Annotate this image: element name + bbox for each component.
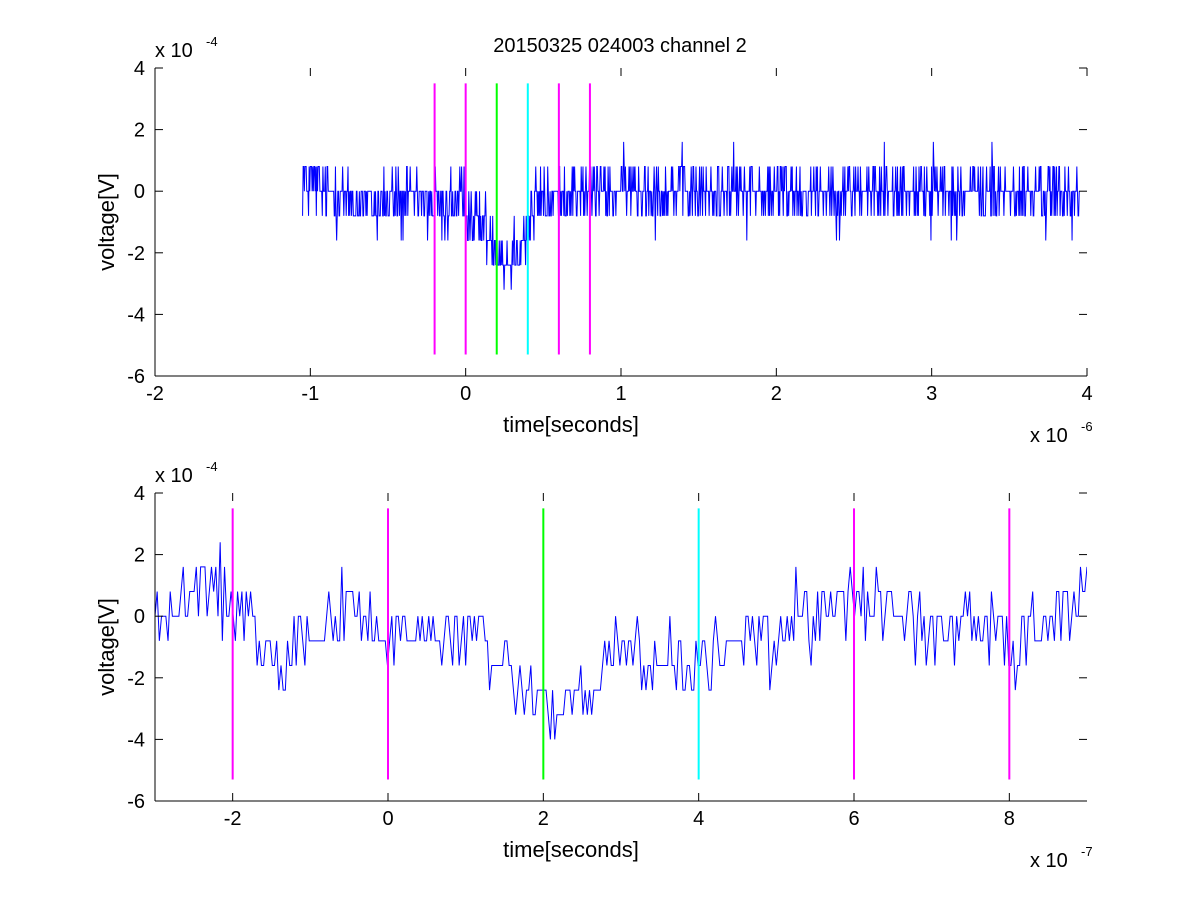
y-exponent-power: -4	[206, 459, 218, 474]
x-exponent-label: x 10	[1030, 850, 1068, 872]
x-exponent-power: -6	[1081, 419, 1093, 434]
y-tick-label: 4	[134, 58, 145, 80]
y-tick-label: 4	[134, 483, 145, 505]
y-tick-label: -2	[127, 243, 145, 265]
x-exponent-label: x 10	[1030, 425, 1068, 447]
y-tick-label: -4	[127, 304, 145, 326]
x-axis-label: time[seconds]	[503, 837, 639, 862]
bottom-plot: -2 0 2 4 6 8 -6 -4 -2 0 2 4 time[seconds] voltage[V] x…	[94, 459, 1093, 872]
x-tick-label: 0	[382, 808, 393, 830]
y-tick-label: 0	[134, 181, 145, 203]
y-tick-label: 2	[134, 545, 145, 567]
x-exponent-power: -7	[1081, 844, 1093, 859]
y-tick-label: 0	[134, 606, 145, 628]
x-tick-label: -2	[224, 808, 242, 830]
y-tick-label: -6	[127, 791, 145, 813]
x-tick-label: 3	[926, 383, 937, 405]
x-tick-label: 4	[1081, 383, 1092, 405]
top-plot: -2 -1 0 1 2 3 4 -6 -4 -2 0 2 4 time[seconds] voltage[V…	[94, 34, 1093, 447]
y-axis-label: voltage[V]	[94, 173, 119, 271]
x-tick-label: 2	[538, 808, 549, 830]
x-tick-label: 1	[615, 383, 626, 405]
x-tick-label: -1	[301, 383, 319, 405]
x-tick-label: 2	[771, 383, 782, 405]
y-exponent-power: -4	[206, 34, 218, 49]
y-tick-label: -6	[127, 366, 145, 388]
y-tick-label: 2	[134, 120, 145, 142]
y-exponent-label: x 10	[155, 40, 193, 62]
figure-title: 20150325 024003 channel 2	[493, 35, 747, 57]
x-tick-label: 4	[693, 808, 704, 830]
y-axis-label: voltage[V]	[94, 598, 119, 696]
x-tick-label: -2	[146, 383, 164, 405]
x-tick-label: 8	[1004, 808, 1015, 830]
y-exponent-label: x 10	[155, 465, 193, 487]
x-axis-label: time[seconds]	[503, 412, 639, 437]
signal-trace	[302, 141, 1080, 290]
y-tick-label: -2	[127, 668, 145, 690]
x-tick-label: 6	[848, 808, 859, 830]
x-tick-label: 0	[460, 383, 471, 405]
y-tick-label: -4	[127, 729, 145, 751]
signal-trace	[155, 542, 1087, 740]
